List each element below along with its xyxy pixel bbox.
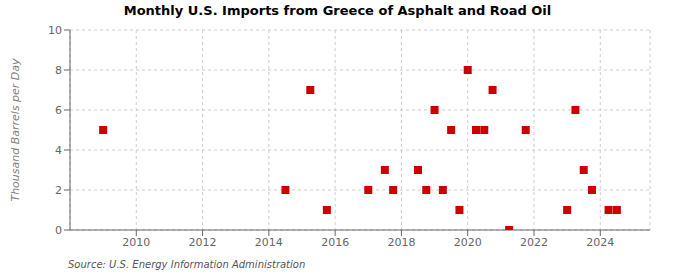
svg-text:2012: 2012 xyxy=(189,236,217,249)
svg-text:8: 8 xyxy=(55,64,62,77)
svg-text:Thousand Barrels per Day: Thousand Barrels per Day xyxy=(9,58,22,202)
svg-text:2: 2 xyxy=(55,184,62,197)
html-text:Monthly U.S. Imports from Gree: Monthly U.S. Imports from Greece of Asph… xyxy=(123,3,552,18)
svg-text:2020: 2020 xyxy=(454,236,482,249)
svg-text:6: 6 xyxy=(55,104,62,117)
svg-text:10: 10 xyxy=(48,24,62,37)
html-text:Source: U.S. Energy Informatio: Source: U.S. Energy Information Administ… xyxy=(68,259,306,270)
svg-text:2018: 2018 xyxy=(387,236,415,249)
svg-text:2016: 2016 xyxy=(321,236,349,249)
svg-text:0: 0 xyxy=(55,224,62,237)
svg-text:2022: 2022 xyxy=(520,236,548,249)
svg-text:4: 4 xyxy=(55,144,62,157)
svg-text:2024: 2024 xyxy=(586,236,614,249)
svg-text:2014: 2014 xyxy=(255,236,283,249)
svg-text:2010: 2010 xyxy=(122,236,150,249)
